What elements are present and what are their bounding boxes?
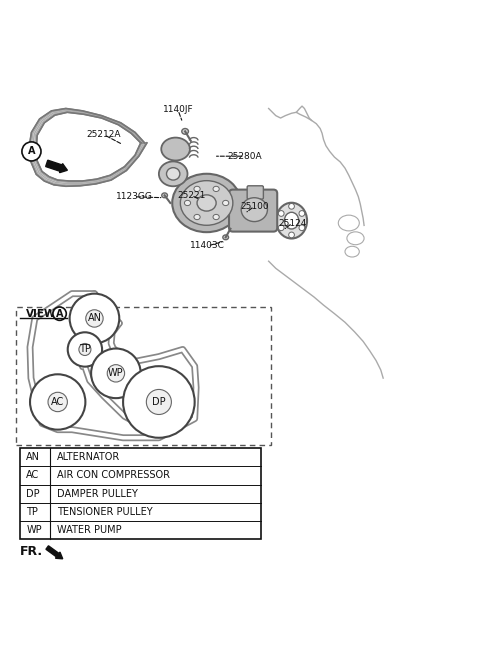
Ellipse shape bbox=[182, 129, 189, 134]
Circle shape bbox=[123, 366, 195, 438]
Ellipse shape bbox=[223, 200, 229, 205]
Text: DP: DP bbox=[26, 489, 40, 499]
Circle shape bbox=[22, 142, 41, 161]
Text: AC: AC bbox=[26, 470, 39, 480]
Circle shape bbox=[91, 348, 141, 398]
Text: TENSIONER PULLEY: TENSIONER PULLEY bbox=[57, 506, 153, 517]
Circle shape bbox=[146, 390, 171, 415]
Text: 11403C: 11403C bbox=[190, 241, 225, 251]
Text: 25221: 25221 bbox=[177, 191, 205, 200]
Text: WATER PUMP: WATER PUMP bbox=[57, 525, 122, 535]
Text: A: A bbox=[56, 309, 63, 319]
Ellipse shape bbox=[194, 215, 200, 220]
Text: FR.: FR. bbox=[20, 545, 43, 558]
Text: 1140JF: 1140JF bbox=[163, 106, 193, 114]
Bar bbox=[21, 448, 262, 539]
FancyArrow shape bbox=[46, 546, 63, 559]
Circle shape bbox=[288, 232, 294, 238]
Text: WP: WP bbox=[108, 368, 124, 379]
FancyBboxPatch shape bbox=[16, 306, 271, 445]
Ellipse shape bbox=[241, 197, 267, 222]
Text: TP: TP bbox=[26, 506, 38, 517]
Ellipse shape bbox=[172, 174, 241, 232]
Ellipse shape bbox=[162, 193, 168, 197]
Circle shape bbox=[86, 310, 103, 327]
Ellipse shape bbox=[180, 180, 233, 225]
Polygon shape bbox=[29, 108, 147, 186]
Ellipse shape bbox=[159, 161, 188, 186]
Circle shape bbox=[288, 203, 294, 209]
FancyBboxPatch shape bbox=[229, 190, 277, 232]
Circle shape bbox=[278, 225, 284, 231]
Text: 25212A: 25212A bbox=[87, 131, 121, 139]
Text: WP: WP bbox=[26, 525, 42, 535]
Text: DP: DP bbox=[152, 397, 166, 407]
Ellipse shape bbox=[223, 235, 228, 239]
Ellipse shape bbox=[213, 186, 219, 192]
Text: VIEW: VIEW bbox=[26, 309, 57, 319]
Circle shape bbox=[299, 211, 305, 216]
Circle shape bbox=[70, 294, 119, 343]
Ellipse shape bbox=[161, 138, 190, 161]
Text: 25280A: 25280A bbox=[228, 152, 262, 161]
FancyArrow shape bbox=[46, 160, 67, 173]
Text: ALTERNATOR: ALTERNATOR bbox=[57, 453, 120, 462]
Ellipse shape bbox=[197, 195, 216, 211]
Circle shape bbox=[79, 344, 91, 356]
Text: 25124: 25124 bbox=[278, 218, 307, 228]
Text: AN: AN bbox=[87, 314, 101, 323]
Text: A: A bbox=[28, 146, 35, 156]
Text: 25100: 25100 bbox=[240, 202, 269, 211]
Circle shape bbox=[68, 333, 102, 367]
FancyBboxPatch shape bbox=[247, 186, 264, 199]
Text: AC: AC bbox=[51, 397, 64, 407]
Circle shape bbox=[30, 375, 85, 430]
Text: 1123GG: 1123GG bbox=[116, 192, 153, 201]
Circle shape bbox=[48, 392, 67, 412]
Text: AIR CON COMPRESSOR: AIR CON COMPRESSOR bbox=[57, 470, 170, 480]
Circle shape bbox=[53, 307, 66, 320]
Text: AN: AN bbox=[26, 453, 40, 462]
Ellipse shape bbox=[167, 168, 180, 180]
Ellipse shape bbox=[184, 200, 191, 205]
Circle shape bbox=[278, 211, 284, 216]
Text: TP: TP bbox=[79, 344, 91, 354]
Text: DAMPER PULLEY: DAMPER PULLEY bbox=[57, 489, 138, 499]
Circle shape bbox=[299, 225, 305, 231]
Circle shape bbox=[107, 365, 125, 382]
Ellipse shape bbox=[194, 186, 200, 192]
Ellipse shape bbox=[213, 215, 219, 220]
Ellipse shape bbox=[276, 203, 307, 239]
Ellipse shape bbox=[284, 213, 299, 229]
